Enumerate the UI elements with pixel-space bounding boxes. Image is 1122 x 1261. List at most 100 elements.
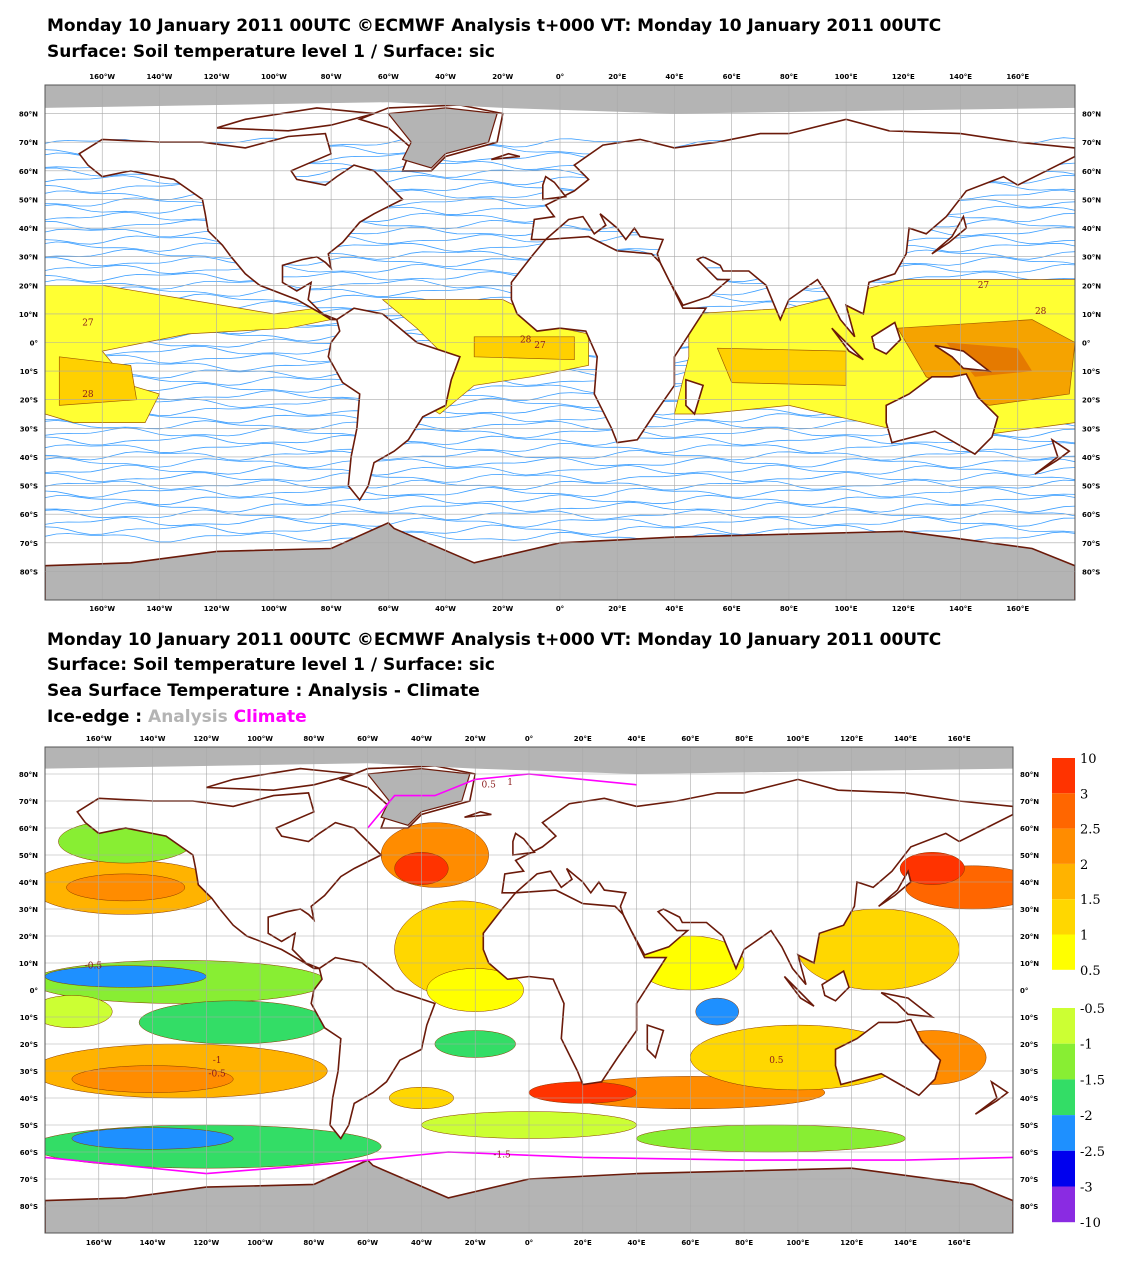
lat-tick-label: 60°N — [1020, 825, 1039, 833]
lat-tick-label: 60°N — [19, 825, 38, 833]
lon-tick-label: 100°E — [835, 73, 858, 81]
lat-tick-label: 70°S — [1020, 1176, 1038, 1184]
colorbar-label: 3 — [1080, 787, 1088, 802]
sst-anomaly — [45, 995, 113, 1029]
lon-tick-label: 80°E — [735, 1239, 753, 1247]
ice-edge-analysis: Analysis — [148, 707, 228, 727]
land — [870, 321, 902, 355]
colorbar-bin — [1052, 863, 1075, 900]
lat-tick-label: 20°S — [1020, 1041, 1038, 1049]
lat-tick-label: 30°S — [20, 425, 38, 433]
colorbar-bin — [1052, 1008, 1075, 1044]
lat-tick-label: 20°S — [20, 397, 38, 405]
contour-label: 28 — [1035, 307, 1047, 317]
lon-tick-label: 100°E — [786, 1239, 809, 1247]
lat-tick-label: 30°N — [19, 254, 38, 262]
lat-tick-label: 80°N — [1082, 111, 1101, 119]
colorbar-label: 2 — [1080, 858, 1088, 873]
colorbar-label: -0.5 — [1080, 1002, 1105, 1017]
land — [491, 152, 521, 161]
lon-tick-label: 120°E — [892, 605, 915, 613]
lat-tick-label: 10°N — [1082, 311, 1101, 319]
lat-tick-label: 30°N — [19, 906, 38, 914]
lon-tick-label: 120°E — [840, 735, 863, 743]
sst-anomaly — [899, 852, 965, 885]
warm-sst — [716, 347, 847, 386]
lat-tick-label: 60°S — [1020, 1149, 1038, 1157]
contour-label: 1 — [507, 778, 513, 788]
lat-tick-label: 50°S — [20, 483, 38, 491]
colorbar-label: 1.5 — [1080, 893, 1101, 908]
lon-tick-label: 80°W — [303, 735, 324, 743]
lon-tick-label: 160°W — [86, 1239, 112, 1247]
lat-tick-label: 50°N — [19, 852, 38, 860]
ice-edge-legend: Ice-edge : Analysis Climate — [47, 707, 307, 727]
lat-tick-label: 50°S — [1082, 483, 1100, 491]
contour-label: 28 — [520, 336, 532, 346]
colorbar-bin — [1052, 1115, 1075, 1151]
lat-tick-label: 50°N — [1082, 196, 1101, 204]
lon-tick-label: 140°E — [894, 735, 917, 743]
lat-tick-label: 60°S — [20, 511, 38, 519]
lon-tick-label: 100°W — [261, 605, 287, 613]
map2-frame — [44, 746, 1014, 1234]
sst-anomaly — [138, 1000, 328, 1045]
lon-tick-label: 140°E — [949, 605, 972, 613]
lat-tick-label: 30°S — [1020, 1068, 1038, 1076]
lat-tick-label: 20°N — [1082, 282, 1101, 290]
land — [327, 307, 461, 502]
lat-tick-label: 30°S — [1082, 425, 1100, 433]
lon-tick-label: 100°W — [247, 735, 273, 743]
lat-tick-label: 0° — [30, 340, 38, 348]
lon-tick-label: 60°E — [681, 735, 699, 743]
lat-tick-label: 60°S — [1082, 511, 1100, 519]
contour-label: -0.5 — [208, 1069, 226, 1079]
contour-label: 28 — [82, 390, 94, 400]
lon-tick-label: 160°W — [86, 735, 112, 743]
lat-tick-label: 70°N — [19, 139, 38, 147]
land — [974, 1079, 1009, 1115]
contour-label: -1.5 — [493, 1150, 511, 1160]
land — [931, 214, 968, 255]
lat-tick-label: 80°S — [20, 568, 38, 576]
lat-tick-label: 60°S — [20, 1149, 38, 1157]
lat-tick-label: 10°N — [19, 960, 38, 968]
lon-tick-label: 120°W — [193, 1239, 219, 1247]
lat-tick-label: 10°S — [1082, 368, 1100, 376]
colorbar-label: -2 — [1080, 1109, 1093, 1124]
lon-tick-label: 100°W — [261, 73, 287, 81]
lon-tick-label: 160°E — [1006, 605, 1029, 613]
lat-tick-label: 0° — [1082, 340, 1090, 348]
lon-tick-label: 60°W — [378, 605, 399, 613]
lon-tick-label: 40°E — [665, 605, 683, 613]
lon-tick-label: 160°E — [948, 1239, 971, 1247]
sst-anomaly — [66, 873, 186, 902]
lat-tick-label: 10°N — [19, 311, 38, 319]
lat-tick-label: 10°S — [1020, 1014, 1038, 1022]
colorbar-bin — [1052, 1079, 1075, 1116]
colorbar-bin — [1052, 1150, 1075, 1187]
lat-tick-label: 40°N — [19, 225, 38, 233]
lat-tick-label: 70°N — [1020, 798, 1039, 806]
lon-tick-label: 0° — [556, 73, 564, 81]
lon-tick-label: 40°W — [411, 1239, 432, 1247]
contour-label: 27 — [978, 281, 990, 291]
lat-tick-label: 80°S — [1020, 1203, 1038, 1211]
colorbar-label: -1.5 — [1080, 1073, 1105, 1088]
lon-tick-label: 40°E — [665, 73, 683, 81]
lat-tick-label: 60°N — [19, 168, 38, 176]
map1-frame — [44, 84, 1076, 601]
lon-tick-label: 140°W — [147, 73, 173, 81]
lon-tick-label: 120°E — [840, 1239, 863, 1247]
lon-tick-label: 60°W — [357, 1239, 378, 1247]
lon-tick-label: 140°W — [147, 605, 173, 613]
lon-tick-label: 120°W — [193, 735, 219, 743]
lon-tick-label: 60°E — [723, 73, 741, 81]
colorbar-bin — [1052, 828, 1075, 864]
lon-tick-label: 20°E — [574, 735, 592, 743]
lat-tick-label: 10°S — [20, 368, 38, 376]
contour-label: -1 — [213, 1056, 222, 1066]
lat-tick-label: 70°S — [1082, 540, 1100, 548]
colorbar-label: -1 — [1080, 1038, 1093, 1053]
